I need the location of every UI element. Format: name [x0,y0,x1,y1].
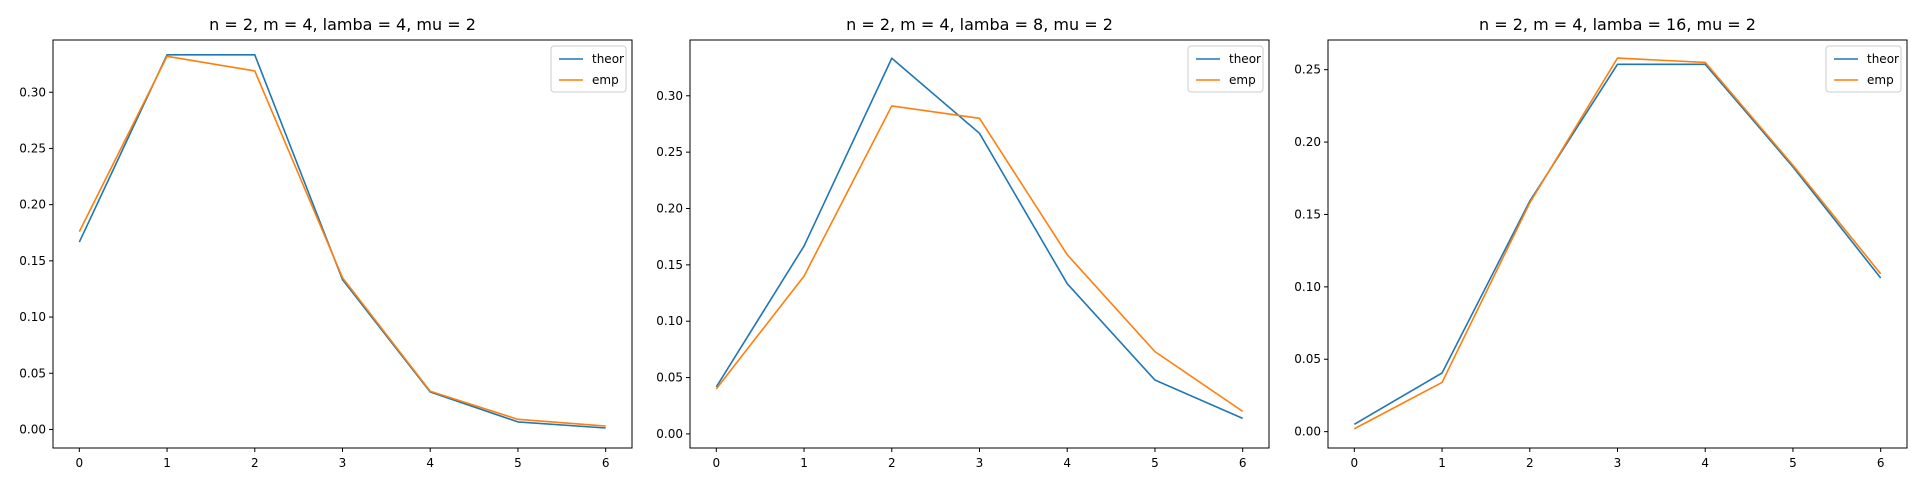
y-tick-label: 0.10 [19,310,46,324]
axes-frame [689,39,1270,449]
series-line-theor [1353,63,1882,425]
legend-label-theor: theor [592,52,624,66]
x-tick-label: 1 [163,456,171,470]
x-tick-label: 5 [1789,456,1797,470]
x-tick-label: 0 [75,456,83,470]
axes-frame [52,39,633,449]
y-tick-label: 0.00 [656,427,683,441]
x-tick-label: 2 [251,456,259,470]
y-tick-label: 0.30 [19,85,46,99]
y-tick-label: 0.00 [19,422,46,436]
axes-frame [1327,39,1908,449]
chart-title: n = 2, m = 4, lamba = 8, mu = 2 [846,15,1113,34]
series-line-emp [78,55,606,427]
chart-panel-1: n = 2, m = 4, lamba = 4, mu = 2 0 1 2 3 4 5 6 0.… [19,15,633,470]
legend-label-emp: emp [592,73,619,87]
x-tick-label: 2 [1526,456,1534,470]
x-tick-label: 4 [1701,456,1709,470]
y-tick-label: 0.25 [19,141,46,155]
chart-title: n = 2, m = 4, lamba = 4, mu = 2 [209,15,476,34]
y-tick-label: 0.10 [1294,280,1321,294]
x-tick-label: 5 [514,456,522,470]
y-tick-label: 0.30 [656,89,683,103]
legend: theor emp [1187,45,1264,93]
legend-label-emp: emp [1229,73,1256,87]
y-tick-label: 0.05 [19,366,46,380]
x-tick-label: 6 [1877,456,1885,470]
series-line-emp [1353,57,1882,430]
x-tick-label: 5 [1151,456,1159,470]
x-tick-label: 4 [426,456,434,470]
x-tick-label: 3 [1614,456,1622,470]
y-tick-label: 0.25 [656,145,683,159]
x-tick-label: 0 [1350,456,1358,470]
legend-label-theor: theor [1229,52,1261,66]
x-tick-label: 2 [888,456,896,470]
y-tick-label: 0.05 [656,371,683,385]
series-line-emp [715,105,1244,413]
chart-title: n = 2, m = 4, lamba = 16, mu = 2 [1479,15,1756,34]
legend: theor emp [1825,45,1902,93]
x-tick-label: 4 [1063,456,1071,470]
legend-label-emp: emp [1867,73,1894,87]
y-tick-label: 0.20 [656,201,683,215]
x-tick-label: 1 [1438,456,1446,470]
x-tick-label: 0 [712,456,720,470]
legend-label-theor: theor [1867,52,1899,66]
y-tick-label: 0.20 [1294,135,1321,149]
y-tick-label: 0.10 [656,314,683,328]
chart-panel-3: n = 2, m = 4, lamba = 16, mu = 2 0 1 2 3 4 5 6 0… [1294,15,1908,470]
y-tick-label: 0.15 [656,258,683,272]
y-tick-label: 0.00 [1294,425,1321,439]
x-tick-label: 3 [976,456,984,470]
series-line-theor [78,54,606,429]
series-line-theor [715,57,1244,420]
x-tick-label: 1 [800,456,808,470]
y-tick-label: 0.20 [19,198,46,212]
x-tick-label: 6 [1239,456,1247,470]
y-tick-label: 0.25 [1294,63,1321,77]
y-tick-label: 0.05 [1294,352,1321,366]
y-tick-label: 0.15 [1294,207,1321,221]
y-tick-label: 0.15 [19,254,46,268]
chart-panel-2: n = 2, m = 4, lamba = 8, mu = 2 0 1 2 3 4 5 6 0.… [656,15,1270,470]
x-tick-label: 6 [602,456,610,470]
legend: theor emp [550,45,627,93]
x-tick-label: 3 [339,456,347,470]
